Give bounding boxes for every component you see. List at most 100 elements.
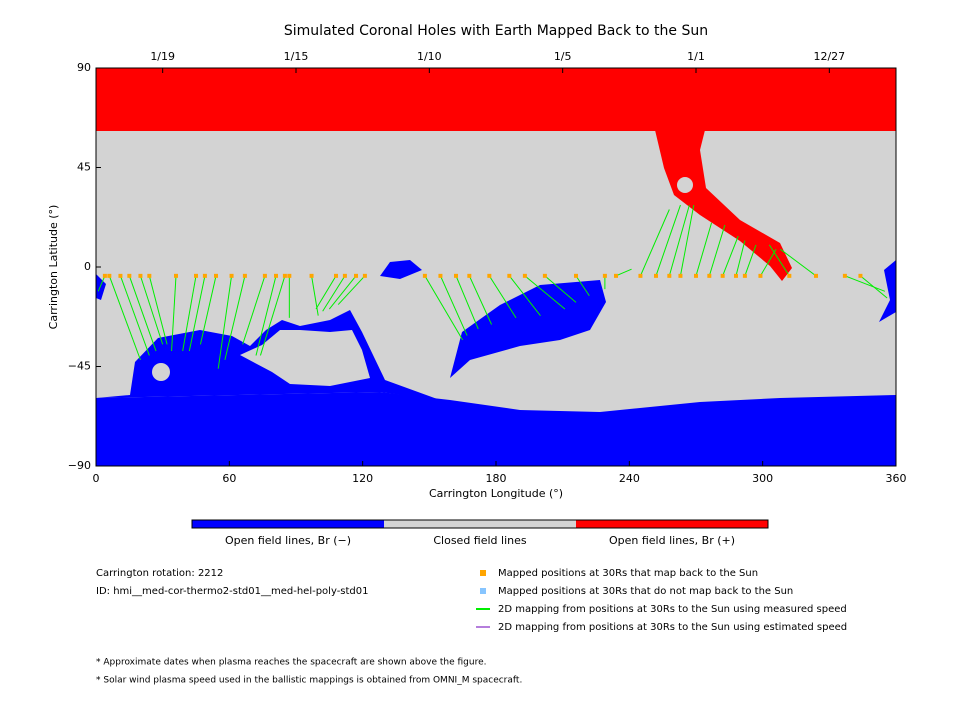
open-positive-region <box>96 68 896 131</box>
mapped-point <box>438 273 443 278</box>
mapping-line <box>488 275 517 319</box>
x-tick-label: 300 <box>752 472 773 485</box>
x2-tick-label: 12/27 <box>813 50 845 63</box>
mapped-point <box>507 273 512 278</box>
closed-region <box>240 330 370 386</box>
mapped-point <box>214 273 218 278</box>
mapped-point <box>102 273 107 278</box>
legend-swatch <box>480 588 486 594</box>
x-tick-label: 360 <box>886 472 907 485</box>
x-tick-label: 60 <box>222 472 236 485</box>
mapping-line <box>679 204 695 276</box>
mapped-point <box>454 273 458 278</box>
footnote: * Solar wind plasma speed used in the ba… <box>96 676 522 686</box>
mapping-line <box>439 275 468 336</box>
mapped-point <box>262 273 267 278</box>
mapped-point <box>522 273 527 278</box>
mapped-point <box>734 273 738 278</box>
mapping-line <box>119 275 150 356</box>
x2-tick-label: 1/5 <box>554 50 572 63</box>
closed-region <box>677 177 693 193</box>
colorbar-label: Open field lines, Br (−) <box>225 534 351 547</box>
mapped-point <box>542 273 547 278</box>
open-negative-region <box>879 260 896 322</box>
open-positive-region <box>655 130 792 281</box>
mapped-point <box>107 273 112 278</box>
mapping-line <box>544 275 577 303</box>
mapping-line <box>337 275 366 305</box>
mapped-point <box>814 273 818 278</box>
mapping-line <box>615 268 632 277</box>
x-tick-label: 180 <box>486 472 507 485</box>
mapped-point <box>309 273 314 278</box>
mapped-point <box>202 273 207 278</box>
y-tick-label: 45 <box>77 161 91 174</box>
mapping-line <box>255 275 277 356</box>
mapped-point <box>758 273 763 278</box>
x-axis-label: Carrington Longitude (°) <box>429 487 563 500</box>
mapped-point <box>354 273 358 278</box>
info-text: Carrington rotation: 2212 <box>96 568 223 579</box>
legend-label: 2D mapping from positions at 30Rs to the… <box>498 604 847 615</box>
mapping-line <box>668 204 690 276</box>
legend-label: 2D mapping from positions at 30Rs to the… <box>498 622 847 633</box>
colorbar-segment <box>384 520 576 528</box>
mapping-line <box>780 248 817 277</box>
colorbar-segment <box>576 520 768 528</box>
mapped-point <box>334 273 338 278</box>
mapping-line <box>148 275 168 345</box>
footnote: * Approximate dates when plasma reaches … <box>96 658 487 668</box>
mapping-line <box>259 275 286 356</box>
open-negative-region <box>450 280 606 378</box>
mapped-point <box>174 273 178 278</box>
x2-tick-label: 1/15 <box>284 50 309 63</box>
info-text: ID: hmi__med-cor-thermo2-std01__med-hel-… <box>96 586 369 597</box>
mapped-point <box>694 273 698 278</box>
mapped-point <box>342 273 347 278</box>
mapped-point <box>742 273 747 278</box>
x-tick-label: 0 <box>93 472 100 485</box>
mapped-point <box>127 273 132 278</box>
mapping-line <box>328 275 357 310</box>
y-tick-label: −45 <box>68 360 91 373</box>
mapping-line <box>315 275 337 310</box>
mapped-point <box>678 273 683 278</box>
mapping-line <box>768 244 790 277</box>
mapped-point <box>602 273 607 278</box>
mapped-point <box>147 273 152 278</box>
mapped-point <box>787 273 792 278</box>
mapping-line <box>455 275 479 330</box>
x-tick-label: 240 <box>619 472 640 485</box>
mapped-point <box>362 273 367 278</box>
mapping-line <box>182 275 197 352</box>
map-background <box>95 67 897 467</box>
mapping-line <box>744 244 757 277</box>
mapping-line <box>655 204 681 277</box>
mapped-point <box>842 273 847 278</box>
open-negative-region <box>380 260 422 279</box>
open-negative-region <box>96 274 106 300</box>
mapping-line <box>860 275 888 299</box>
closed-region <box>152 363 170 381</box>
mapping-line <box>108 275 141 361</box>
mapping-line <box>128 275 157 352</box>
legend-label: Mapped positions at 30Rs that do not map… <box>498 586 793 597</box>
y-tick-label: 0 <box>84 260 91 273</box>
mapping-line <box>735 240 746 276</box>
mapped-point <box>282 273 287 278</box>
y-tick-label: 90 <box>77 61 91 74</box>
y-tick-label: −90 <box>68 459 91 472</box>
x2-tick-label: 1/10 <box>417 50 442 63</box>
mapping-line <box>508 275 541 316</box>
mapping-line <box>97 275 106 292</box>
mapping-line <box>224 275 246 360</box>
mapped-point <box>274 273 278 278</box>
colorbar-label: Open field lines, Br (+) <box>609 534 735 547</box>
mapping-line <box>722 235 739 277</box>
mapped-point <box>720 273 725 278</box>
mapped-point <box>614 273 618 278</box>
mapping-line <box>188 275 206 352</box>
mapped-point <box>229 273 234 278</box>
mapped-point <box>487 273 492 278</box>
